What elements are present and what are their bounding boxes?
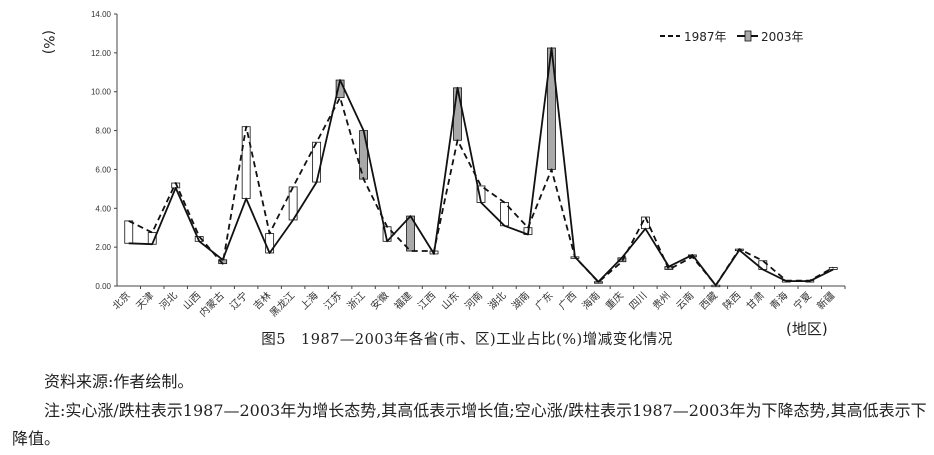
y-tick-label: 8.00 <box>95 127 111 136</box>
x-category-label: 北京 <box>110 289 133 312</box>
legend-2003-bar <box>744 30 752 42</box>
x-category-label: 黑龙江 <box>267 289 297 319</box>
x-category-label: 湖南 <box>509 289 532 312</box>
x-category-label: 青海 <box>767 289 790 312</box>
x-category-label: 广西 <box>556 290 579 313</box>
line-chart: 0.00 2.00 4.00 6.00 8.00 10.00 12.00 14.00 北京 天津… <box>40 10 846 319</box>
x-axis-unit: (地区) <box>786 320 828 338</box>
y-tick-label: 6.00 <box>95 165 111 174</box>
x-category-label: 内蒙古 <box>196 289 226 319</box>
x-category-label: 山东 <box>438 289 461 312</box>
axes <box>114 13 846 289</box>
x-category-label: 宁夏 <box>791 289 814 312</box>
legend-1987-label: 1987年 <box>684 30 727 44</box>
x-category-label: 天津 <box>134 290 157 313</box>
x-category-label: 江西 <box>416 290 439 313</box>
legend-2003-label: 2003年 <box>761 30 804 44</box>
x-category-label: 四川 <box>628 290 650 312</box>
series-2003-line <box>128 47 834 287</box>
y-tick-label: 10.00 <box>91 88 112 97</box>
y-tick-label: 12.00 <box>91 49 112 58</box>
legend: 1987年 2003年 <box>660 30 804 44</box>
x-category-label: 新疆 <box>814 289 837 312</box>
y-tick-label: 2.00 <box>95 243 111 252</box>
y-tick-label: 0.00 <box>95 282 111 291</box>
figure-note: 注:实心涨/跌柱表示1987—2003年为增长态势,其高低表示增长值;空心涨/跌… <box>12 401 927 448</box>
x-category-label: 福建 <box>391 289 414 312</box>
increase-bar <box>453 87 462 141</box>
y-tick-labels: 0.00 2.00 4.00 6.00 8.00 10.00 12.00 14.00 <box>91 10 112 291</box>
y-tick-label: 14.00 <box>91 10 112 19</box>
x-category-label: 湖北 <box>486 290 509 313</box>
x-category-label: 贵州 <box>650 289 673 312</box>
source-note: 资料来源:作者绘制。 <box>44 372 194 391</box>
x-category-label: 浙江 <box>345 290 368 313</box>
x-category-label: 云南 <box>673 289 696 312</box>
x-category-label: 陕西 <box>720 289 743 312</box>
x-category-label: 西藏 <box>697 290 720 313</box>
figure-caption: 图5 1987—2003年各省(市、区)工业占比(%)增减变化情况 <box>261 332 673 348</box>
x-category-label: 重庆 <box>603 289 626 312</box>
decrease-bar <box>312 141 322 183</box>
x-category-label: 广东 <box>532 289 555 312</box>
x-category-label: 辽宁 <box>227 289 250 312</box>
x-category-label: 江苏 <box>321 289 344 312</box>
x-category-label: 上海 <box>297 289 320 312</box>
x-category-label: 甘肃 <box>744 289 767 312</box>
y-axis-unit: (%) <box>40 30 56 54</box>
y-tick-label: 4.00 <box>95 204 111 213</box>
x-category-label: 安徽 <box>368 289 391 312</box>
decrease-bar <box>124 220 134 244</box>
x-category-label: 河南 <box>462 289 485 312</box>
x-category-label: 河北 <box>157 290 180 313</box>
x-category-label: 海南 <box>579 289 602 312</box>
series-lines <box>128 47 834 287</box>
change-bars <box>124 47 838 288</box>
